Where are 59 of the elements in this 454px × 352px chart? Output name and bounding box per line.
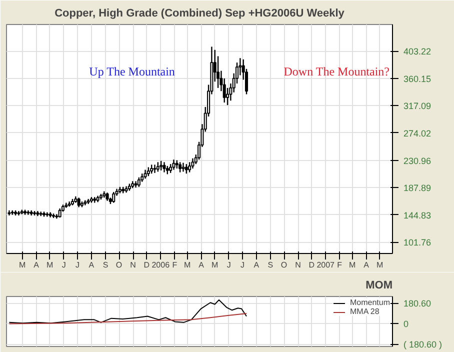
y-tick-label: 403.22: [404, 46, 432, 57]
candlestick: [156, 162, 160, 172]
annotation: Down The Mountain?: [284, 64, 390, 78]
y-tick-label: 360.15: [404, 74, 432, 84]
y-tick-label: 144.83: [404, 210, 432, 220]
y-tick-label: 0: [404, 318, 409, 329]
candlestick: [153, 164, 156, 174]
x-tick-label: A: [254, 260, 260, 270]
x-tick-label: A: [364, 260, 370, 270]
candlestick: [191, 158, 194, 170]
x-tick-label: F: [337, 260, 342, 270]
y-tick-label: 230.96: [404, 156, 432, 166]
candlestick: [188, 162, 192, 173]
y-tick-label: 101.76: [404, 238, 432, 248]
x-tick-label: M: [348, 260, 356, 270]
candlestick: [77, 197, 80, 208]
x-tick-label: J: [226, 260, 231, 270]
x-tick-label: J: [75, 260, 80, 270]
x-tick-label: A: [34, 260, 40, 270]
y-tick-label: 274.02: [404, 128, 432, 138]
candlestick: [178, 162, 182, 173]
candlestick: [160, 160, 163, 171]
x-tick-label: O: [116, 260, 122, 270]
line-series: [8, 313, 248, 324]
y-tick-label: 180.60: [404, 298, 432, 308]
x-tick-label: A: [198, 260, 205, 270]
x-tick-label: M: [376, 260, 384, 270]
x-tick-label: M: [184, 260, 191, 270]
x-tick-label: 2006: [152, 260, 170, 270]
chart-title: Copper, High Grade (Combined) Sep +HG2006U Weekly: [54, 8, 346, 20]
x-tick-label: N: [130, 260, 136, 270]
x-tick-label: M: [18, 260, 26, 270]
x-tick-label: O: [280, 260, 288, 270]
x-tick-label: D: [144, 260, 150, 270]
candlestick: [112, 191, 116, 204]
candlestick: [226, 87, 230, 106]
x-tick-label: S: [268, 260, 274, 270]
x-tick-label: M: [212, 260, 219, 270]
candlestick: [172, 159, 176, 170]
x-tick-label: J: [62, 260, 66, 270]
x-tick-label: S: [102, 260, 108, 270]
x-tick-label: F: [172, 260, 178, 270]
candlestick: [162, 162, 166, 173]
annotation: Up The Mountain: [89, 64, 175, 78]
legend-label: Momentum: [350, 298, 390, 307]
x-tick-label: J: [240, 260, 244, 270]
y-tick-label: 317.09: [404, 101, 432, 112]
x-tick-label: 2007: [316, 260, 336, 270]
x-tick-label: N: [295, 260, 302, 270]
y-tick-label: 187.89: [404, 183, 432, 194]
y-tick-label: ( 180.60 ): [404, 339, 442, 350]
x-tick-label: D: [308, 260, 315, 270]
legend-label: MMA 28: [350, 307, 380, 316]
candlestick: [137, 176, 140, 188]
chart-title: MOM: [366, 280, 393, 292]
candlestick: [184, 163, 188, 174]
x-tick-label: A: [88, 260, 95, 270]
line-series: [8, 299, 248, 324]
x-tick-label: M: [46, 260, 54, 270]
